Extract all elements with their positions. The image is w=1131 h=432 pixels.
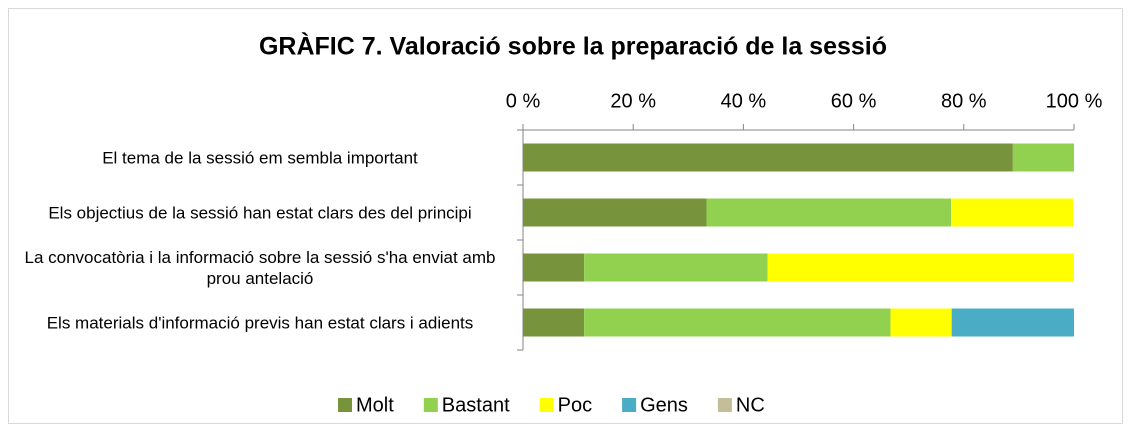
legend-swatch [423, 398, 438, 412]
bar-segment [523, 198, 707, 227]
x-tick-label: 80 % [941, 90, 987, 112]
bar-segment [584, 253, 768, 282]
x-tick-label: 60 % [831, 90, 877, 112]
bar-segment [706, 198, 952, 227]
x-tick-label: 20 % [610, 90, 656, 112]
bar-segment [951, 198, 1074, 227]
x-tick-label: 100 % [1046, 90, 1103, 112]
legend-label: NC [736, 394, 765, 416]
legend-swatch [338, 398, 352, 412]
y-tick-label: Els materials d'informació previs han es… [46, 313, 474, 332]
legend-swatch [717, 398, 732, 412]
legend-label: Poc [558, 394, 592, 416]
chart-title: GRÀFIC 7. Valoració sobre la preparació … [259, 32, 887, 61]
legend-swatch [622, 398, 637, 412]
y-tick-label: Els objectius de la sessió han estat cla… [48, 203, 472, 222]
x-tick-label: 0 % [506, 90, 541, 112]
legend-label: Molt [356, 394, 394, 416]
bar-segment [1012, 143, 1074, 172]
bar-segment [951, 308, 1074, 337]
bar-segment [523, 143, 1013, 172]
legend-label: Bastant [442, 394, 510, 416]
bar-segment [890, 308, 952, 337]
bar-segment [523, 253, 585, 282]
legend-label: Gens [640, 394, 688, 416]
bar-segment [523, 308, 585, 337]
legend-swatch [539, 398, 554, 412]
y-tick-label: La convocatòria i la informació sobre la… [24, 247, 496, 288]
y-tick-label: El tema de la sessió em sembla important [102, 148, 418, 167]
x-tick-label: 40 % [721, 90, 767, 112]
bar-segment [584, 308, 891, 337]
bar-segment [767, 253, 1074, 282]
